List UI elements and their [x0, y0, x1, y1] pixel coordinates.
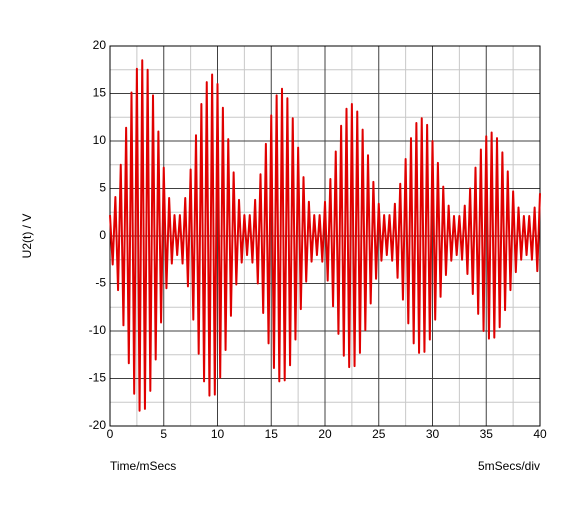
x-tick-label: 25 — [372, 427, 386, 441]
y-tick-label: 0 — [99, 228, 106, 242]
signal-line — [109, 59, 541, 412]
x-tick-label: 5 — [160, 427, 167, 441]
y-tick-label: 15 — [93, 86, 107, 100]
x-tick-label: 0 — [107, 427, 114, 441]
y-tick-label: -5 — [95, 276, 106, 290]
x-tick-label: 40 — [533, 427, 547, 441]
x-tick-label: 10 — [211, 427, 225, 441]
y-tick-label: 10 — [93, 133, 107, 147]
x-tick-label: 35 — [480, 427, 494, 441]
y-tick-label: 5 — [99, 181, 106, 195]
y-tick-label: 20 — [93, 38, 107, 52]
x-tick-label: 30 — [426, 427, 440, 441]
plot-frame — [109, 45, 541, 427]
scale-annotation: 5mSecs/div — [478, 459, 540, 473]
y-tick-label: -20 — [89, 418, 107, 432]
y-tick-label: -15 — [89, 371, 107, 385]
x-tick-label: 15 — [265, 427, 279, 441]
x-axis-label: Time/mSecs — [110, 459, 176, 473]
y-axis-label: U2(t) / V — [20, 214, 34, 259]
x-tick-label: 20 — [318, 427, 332, 441]
y-tick-label: -10 — [89, 323, 107, 337]
